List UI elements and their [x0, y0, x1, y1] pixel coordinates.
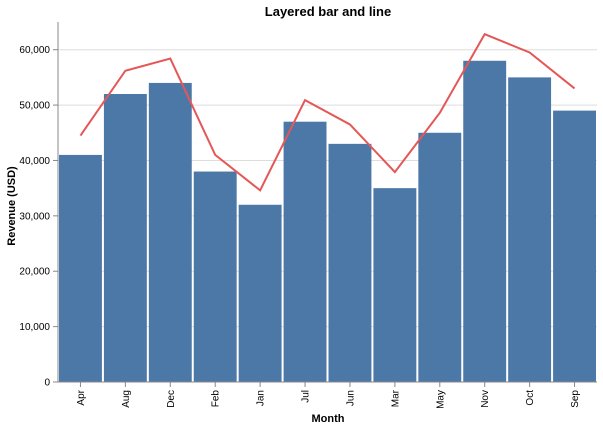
- x-tick-label-dec: Dec: [166, 390, 177, 408]
- y-tick-label: 20,000: [19, 267, 50, 278]
- y-tick-label: 30,000: [19, 211, 50, 222]
- x-tick-label-may: May: [435, 390, 446, 409]
- x-tick-label-sep: Sep: [570, 390, 581, 408]
- bar-may: [418, 132, 462, 382]
- x-tick-label-oct: Oct: [525, 390, 536, 406]
- bar-nov: [463, 60, 507, 383]
- chart-title: Layered bar and line: [265, 4, 391, 19]
- grid-layer: [58, 49, 597, 383]
- x-tick-label-apr: Apr: [76, 389, 87, 405]
- revenue-line: [79, 32, 576, 192]
- y-tick-label: 10,000: [19, 322, 50, 333]
- axis-layer: 0 10,000 20,000 30,000 40,000 50,000 60,000 Apr…: [19, 22, 597, 409]
- bar-jul: [283, 121, 327, 382]
- y-tick-label: 50,000: [19, 101, 50, 112]
- y-tick-label: 60,000: [19, 45, 50, 56]
- bar-oct: [508, 77, 552, 382]
- bar-sep: [553, 110, 596, 382]
- x-tick-label-mar: Mar: [390, 389, 401, 407]
- bar-jan: [238, 204, 282, 382]
- bar-feb: [193, 171, 237, 382]
- x-axis-title: Month: [312, 413, 345, 425]
- bar-layer: [59, 60, 596, 383]
- y-axis-title: Revenue (USD): [6, 166, 18, 246]
- bar-apr: [59, 154, 102, 382]
- x-tick-label-jan: Jan: [256, 390, 267, 406]
- bar-mar: [373, 188, 417, 382]
- bar-dec: [148, 82, 192, 382]
- x-tick-label-jul: Jul: [301, 390, 312, 403]
- bar-jun: [328, 143, 372, 382]
- x-tick-label-nov: Nov: [480, 390, 491, 408]
- y-tick-label: 0: [44, 378, 50, 389]
- x-tick-label-jun: Jun: [345, 390, 356, 406]
- x-tick-label-feb: Feb: [211, 390, 222, 408]
- y-tick-label: 40,000: [19, 156, 50, 167]
- x-tick-label-aug: Aug: [121, 390, 132, 408]
- bar-aug: [103, 94, 147, 382]
- line-layer: [79, 32, 576, 192]
